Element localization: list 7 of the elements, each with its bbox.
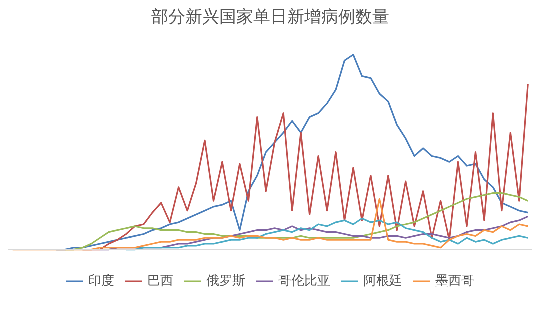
legend-label: 巴西	[148, 272, 174, 290]
chart-title: 部分新兴国家单日新增病例数量	[152, 8, 390, 26]
legend-label: 阿根廷	[364, 272, 402, 290]
legend-label: 哥伦比亚	[278, 272, 330, 290]
legend-label: 墨西哥	[436, 272, 474, 290]
legend-label: 印度	[88, 272, 114, 290]
legend-label: 俄罗斯	[206, 272, 246, 290]
